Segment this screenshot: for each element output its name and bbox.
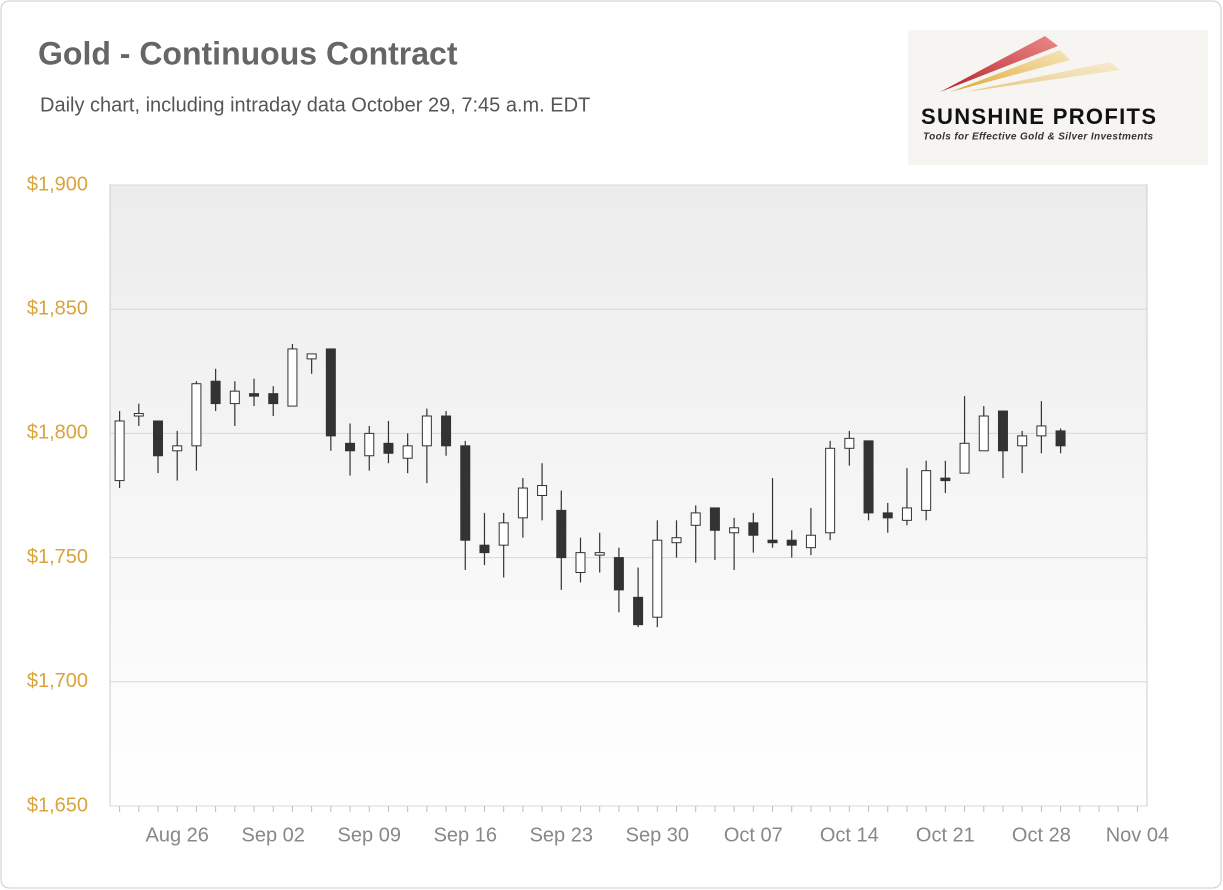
candle-body	[229, 390, 240, 405]
candle-body	[287, 348, 298, 407]
y-tick-label: $1,900	[27, 173, 88, 195]
candle-body	[325, 348, 336, 437]
x-tick-label: Oct 21	[916, 824, 975, 846]
logo-name: SUNSHINE PROFITS	[921, 104, 1156, 129]
x-tick-label: Sep 16	[434, 824, 497, 846]
logo-ray	[950, 50, 1070, 92]
candle-body	[383, 442, 394, 454]
candle-body	[652, 539, 663, 618]
candle-body	[402, 445, 413, 459]
candle-body	[940, 477, 951, 482]
x-tick-label: Sep 02	[242, 824, 305, 846]
x-tick-label: Oct 14	[820, 824, 879, 846]
candle-body	[460, 445, 471, 541]
y-tick-label: $1,750	[27, 546, 88, 568]
candle-body	[153, 420, 164, 457]
candle-body	[172, 445, 183, 452]
candle-body	[767, 539, 778, 544]
candle-body	[210, 380, 221, 405]
candle-body	[1036, 425, 1047, 437]
candle-body	[805, 534, 816, 549]
candle-body	[1055, 430, 1066, 447]
logo-ray	[940, 36, 1058, 92]
candle-body	[517, 487, 528, 519]
logo-background	[908, 30, 1208, 165]
candle-body	[786, 539, 797, 546]
candle-body	[959, 442, 970, 474]
candle-body	[901, 507, 912, 521]
chart-title: Gold - Continuous Contract	[38, 35, 458, 71]
candle-body	[997, 410, 1008, 452]
candle-body	[114, 420, 125, 482]
candle-body	[364, 432, 375, 457]
candle-body	[594, 552, 605, 556]
candle-body	[844, 437, 855, 449]
y-tick-label: $1,700	[27, 670, 88, 692]
candle-body	[729, 527, 740, 534]
plot-area	[109, 184, 1148, 807]
candle-body	[249, 393, 260, 397]
candle-body	[268, 393, 279, 405]
candle-body	[825, 447, 836, 534]
candle-body	[709, 507, 720, 531]
candle-body	[613, 557, 624, 591]
chart-subtitle: Daily chart, including intraday data Oct…	[40, 94, 590, 116]
candle-body	[345, 442, 356, 452]
candle-body	[1017, 435, 1028, 447]
candle-body	[498, 522, 509, 546]
candle-body	[863, 440, 874, 514]
candle-body	[748, 522, 759, 536]
x-tick-label: Oct 28	[1012, 824, 1071, 846]
x-tick-label: Sep 23	[530, 824, 593, 846]
logo-tagline: Tools for Effective Gold & Silver Invest…	[923, 132, 1153, 143]
x-tick-label: Oct 07	[724, 824, 783, 846]
y-tick-label: $1,800	[27, 422, 88, 444]
candle-body	[133, 413, 144, 417]
candle-body	[882, 512, 893, 519]
candle-body	[633, 596, 644, 626]
logo-ray	[965, 62, 1120, 92]
candle-body	[421, 415, 432, 447]
candle-body	[441, 415, 452, 447]
candle-body	[671, 537, 682, 544]
candle-body	[690, 512, 701, 526]
candle-body	[556, 509, 567, 559]
x-tick-label: Sep 09	[338, 824, 401, 846]
candle-body	[479, 544, 490, 554]
x-tick-label: Sep 30	[626, 824, 689, 846]
x-tick-label: Aug 26	[146, 824, 209, 846]
candle-body	[191, 383, 202, 447]
candle-body	[537, 485, 548, 496]
y-tick-label: $1,850	[27, 297, 88, 319]
candle-body	[921, 470, 932, 511]
logo: SUNSHINE PROFITS Tools for Effective Gol…	[908, 30, 1208, 165]
candle-body	[306, 353, 317, 360]
candle-body	[978, 415, 989, 452]
y-tick-label: $1,650	[27, 794, 88, 816]
candle-body	[575, 552, 586, 574]
x-tick-label: Nov 04	[1106, 824, 1169, 846]
